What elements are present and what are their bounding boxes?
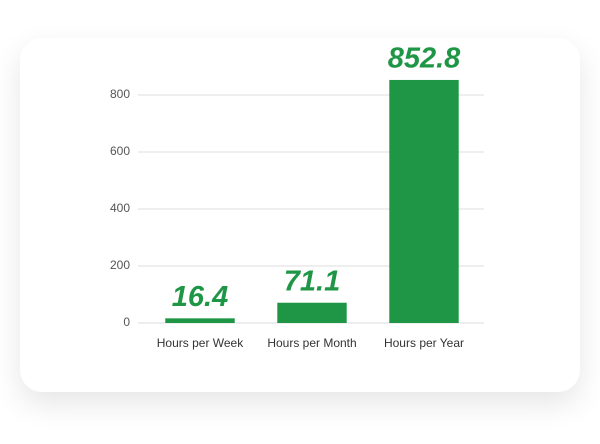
y-tick-label: 800	[110, 87, 130, 101]
bar	[277, 302, 347, 323]
y-tick-label: 600	[110, 144, 130, 158]
x-tick-label: Hours per Month	[267, 336, 356, 350]
value-label: 852.8	[388, 43, 461, 75]
y-tick-label: 0	[123, 315, 130, 329]
value-label: 71.1	[284, 265, 340, 297]
value-label: 16.4	[172, 281, 228, 313]
card	[20, 38, 580, 392]
x-tick-label: Hours per Year	[384, 336, 464, 350]
y-tick-label: 200	[110, 258, 130, 272]
y-tick-label: 400	[110, 201, 130, 215]
x-tick-label: Hours per Week	[157, 336, 244, 350]
bar	[389, 79, 459, 324]
bar	[165, 318, 235, 323]
